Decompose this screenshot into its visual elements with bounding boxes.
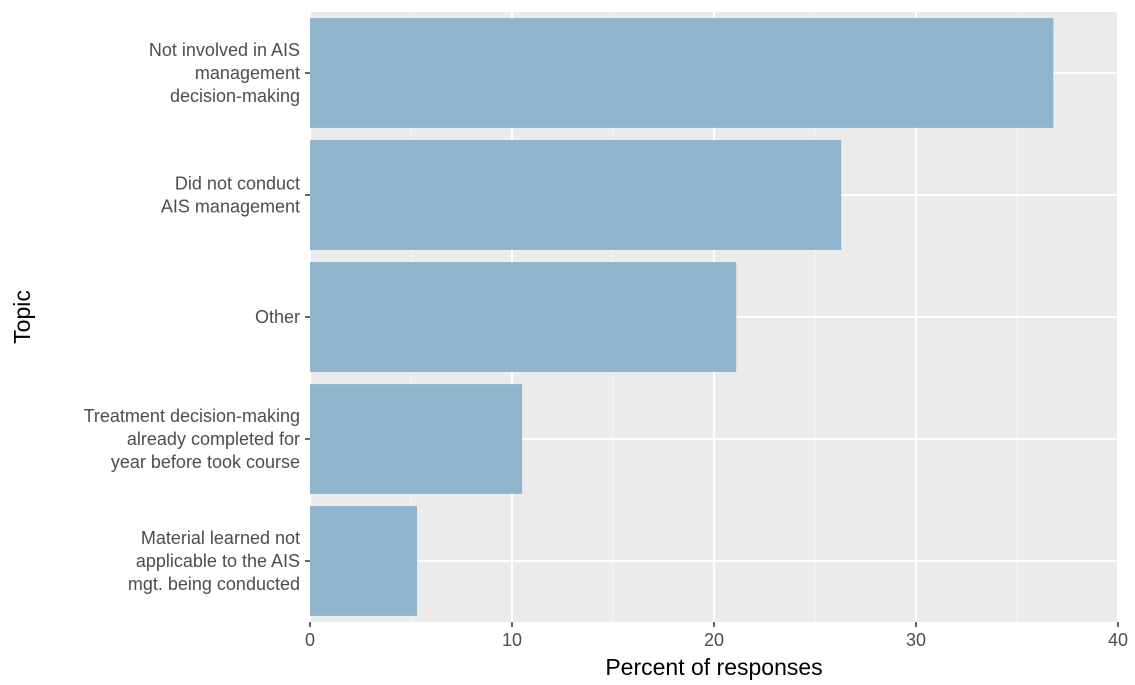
y-tick-label: year before took course [111, 452, 300, 472]
y-tick-label: Material learned not [141, 528, 300, 548]
y-tick-label: Did not conduct [175, 174, 300, 194]
bar [310, 506, 418, 616]
bar [310, 262, 737, 372]
y-tick-label: management [195, 63, 300, 83]
x-tick-label: 10 [502, 630, 522, 650]
bar [310, 140, 842, 250]
y-tick-label: mgt. being conducted [128, 574, 300, 594]
bar [310, 384, 523, 494]
y-tick-label: applicable to the AIS [136, 551, 300, 571]
y-tick-label: decision-making [170, 86, 300, 106]
x-tick-label: 0 [305, 630, 315, 650]
x-axis-title: Percent of responses [605, 654, 822, 680]
x-axis-ticks: 0 10 20 30 40 [305, 622, 1128, 650]
y-tick-label: AIS management [161, 197, 300, 217]
x-tick-label: 40 [1108, 630, 1128, 650]
y-axis-title: Topic [9, 290, 35, 344]
x-tick-label: 20 [704, 630, 724, 650]
y-tick-label: Not involved in AIS [149, 40, 300, 60]
y-tick-label: Other [255, 307, 300, 327]
bar [310, 18, 1054, 128]
bars [310, 18, 1054, 616]
y-tick-label: Treatment decision-making [84, 406, 300, 426]
x-tick-label: 30 [906, 630, 926, 650]
y-axis-ticks: Not involved in AIS management decision-ma… [84, 40, 310, 594]
y-tick-label: already completed for [127, 429, 300, 449]
